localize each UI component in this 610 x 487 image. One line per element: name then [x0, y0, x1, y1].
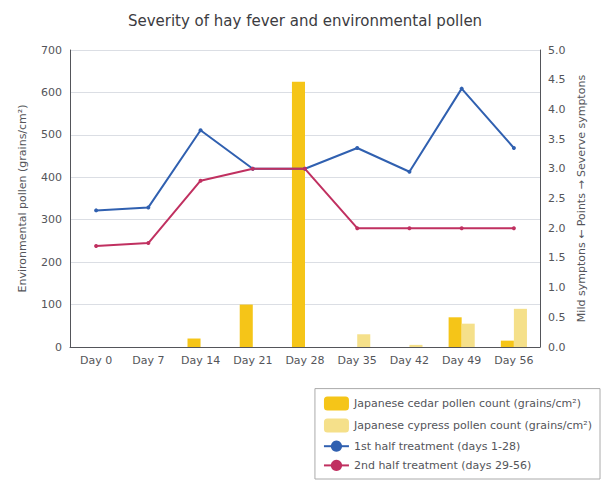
- svg-text:Day 14: Day 14: [181, 354, 220, 367]
- svg-text:Day 49: Day 49: [442, 354, 481, 367]
- svg-text:1st half treatment (days 1-28): 1st half treatment (days 1-28): [354, 440, 520, 453]
- svg-text:Day 42: Day 42: [390, 354, 429, 367]
- svg-text:1.0: 1.0: [548, 281, 566, 294]
- svg-text:5.0: 5.0: [548, 44, 566, 57]
- svg-text:Mild symptons ← Points → Sever: Mild symptons ← Points → Severve sympton…: [575, 75, 588, 323]
- svg-text:200: 200: [41, 256, 62, 269]
- svg-text:300: 300: [41, 213, 62, 226]
- svg-text:Day 28: Day 28: [285, 354, 324, 367]
- svg-text:0.0: 0.0: [548, 341, 566, 354]
- svg-text:700: 700: [41, 44, 62, 57]
- svg-text:2.5: 2.5: [548, 192, 566, 205]
- svg-text:600: 600: [41, 86, 62, 99]
- svg-text:2nd half treatment (days 29-56: 2nd half treatment (days 29-56): [354, 459, 531, 472]
- svg-text:400: 400: [41, 171, 62, 184]
- svg-text:Day 35: Day 35: [338, 354, 377, 367]
- svg-text:Japanese cypress pollen count: Japanese cypress pollen count (grains/cm…: [353, 419, 592, 432]
- svg-text:500: 500: [41, 128, 62, 141]
- svg-text:3.5: 3.5: [548, 133, 566, 146]
- svg-text:4.0: 4.0: [548, 103, 566, 116]
- svg-text:Japanese cedar pollen count (g: Japanese cedar pollen count (grains/cm²): [353, 397, 581, 410]
- svg-text:Day 56: Day 56: [494, 354, 533, 367]
- svg-text:2.0: 2.0: [548, 222, 566, 235]
- svg-text:100: 100: [41, 298, 62, 311]
- svg-text:0.5: 0.5: [548, 311, 566, 324]
- svg-text:3.0: 3.0: [548, 162, 566, 175]
- svg-text:Day 7: Day 7: [132, 354, 164, 367]
- svg-text:4.5: 4.5: [548, 73, 566, 86]
- svg-text:0: 0: [55, 341, 62, 354]
- svg-text:Environmental pollen (grains/c: Environmental pollen (grains/cm²): [16, 104, 29, 292]
- svg-text:Day 21: Day 21: [233, 354, 272, 367]
- svg-text:1.5: 1.5: [548, 251, 566, 264]
- svg-text:Severity of hay fever and envi: Severity of hay fever and environmental …: [128, 12, 482, 30]
- svg-text:Day 0: Day 0: [80, 354, 112, 367]
